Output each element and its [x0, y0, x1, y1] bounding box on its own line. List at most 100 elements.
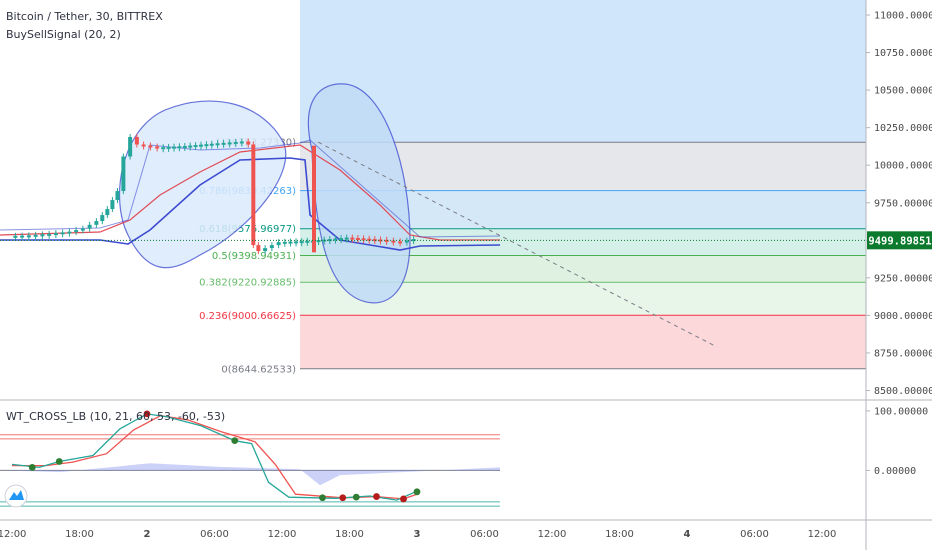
- price-tick-label: 10750.00000: [874, 48, 932, 59]
- candle-body: [172, 146, 176, 149]
- candle-body: [333, 238, 338, 241]
- candle-body: [177, 146, 182, 149]
- wt2-line: [12, 415, 418, 500]
- candles-group: [13, 133, 416, 255]
- candle-body: [26, 235, 31, 238]
- candle-body: [256, 245, 261, 252]
- cross-dot: [28, 464, 36, 471]
- osc-tick-label: 100.00000: [874, 406, 928, 417]
- candle-body: [121, 156, 126, 192]
- cross-dot: [413, 488, 421, 496]
- candle-body: [166, 146, 171, 149]
- candle-body: [193, 145, 198, 148]
- candle-body: [141, 144, 146, 147]
- fib-label-3: 0.5(9398.94931): [212, 251, 296, 262]
- candle-body: [110, 200, 115, 210]
- time-tick-label: 12:00: [538, 529, 567, 540]
- price-tick-label: 8500.00000: [874, 386, 932, 397]
- candle-body: [251, 144, 256, 246]
- price-tick-label: 10000.00000: [874, 161, 932, 172]
- fib-label-5: 0.236(9000.66625): [199, 311, 296, 322]
- candle-body: [20, 235, 25, 238]
- candle-body: [339, 238, 344, 241]
- candle-body: [398, 241, 403, 244]
- indicator-legend: BuySellSignal (20, 2): [6, 28, 121, 41]
- candle-body: [53, 233, 58, 236]
- price-tick-label: 9750.00000: [874, 198, 932, 209]
- candle-body: [94, 221, 99, 225]
- candle-body: [299, 241, 304, 244]
- time-tick-label: 12:00: [268, 529, 297, 540]
- logo-mark: [9, 490, 24, 500]
- candle-body: [40, 234, 45, 237]
- candle-body: [288, 241, 293, 244]
- fib-zone-5: [300, 315, 866, 369]
- time-tick-label: 18:00: [65, 529, 94, 540]
- candle-body: [294, 241, 299, 244]
- candle-body: [161, 147, 166, 150]
- candle-body: [128, 136, 133, 157]
- cross-dot: [231, 437, 239, 445]
- moving-average-line: [0, 144, 500, 241]
- time-tick-label: 12:00: [808, 529, 837, 540]
- fib-upper-zone: [300, 0, 866, 143]
- candle-body: [233, 141, 238, 144]
- candle-body: [204, 144, 209, 147]
- candle-body: [378, 239, 383, 242]
- candle-body: [199, 144, 203, 147]
- candle-body: [60, 232, 65, 235]
- time-tick-label: 06:00: [200, 529, 229, 540]
- candle-body: [361, 238, 366, 241]
- candle-body: [227, 142, 232, 145]
- candle-body: [148, 145, 153, 148]
- cross-dot: [339, 494, 347, 502]
- upper-band-line: [0, 139, 501, 238]
- candle-body: [209, 143, 214, 146]
- drop-candle: [312, 145, 316, 253]
- candle-body: [350, 237, 355, 240]
- price-axis-bg: [866, 0, 932, 550]
- candle-body: [246, 141, 251, 145]
- candle-body: [87, 224, 92, 229]
- candle-body: [384, 239, 389, 242]
- candle-body: [372, 239, 377, 242]
- candle-body: [182, 145, 187, 148]
- price-tick-label: 10500.00000: [874, 86, 932, 97]
- price-tick-label: 9000.00000: [874, 311, 932, 322]
- cross-dot: [373, 493, 380, 500]
- candle-body: [239, 141, 244, 144]
- price-tick-label: 11000.00000: [874, 11, 932, 22]
- price-tick-label: 9250.00000: [874, 273, 932, 284]
- osc-tick-label: 0.00000: [874, 466, 916, 477]
- wt1-line: [11, 413, 418, 501]
- cross-dot: [400, 495, 407, 503]
- oscillator-legend: WT_CROSS_LB (10, 21, 60, 53, -60, -53): [6, 410, 226, 423]
- candle-body: [105, 209, 110, 216]
- time-tick-label: 4: [684, 529, 691, 540]
- candle-body: [367, 238, 372, 241]
- candle-body: [344, 237, 349, 240]
- time-tick-label: 3: [414, 529, 421, 540]
- trend-line: [318, 141, 715, 346]
- time-tick-label: 12:00: [0, 529, 26, 540]
- candle-body: [215, 143, 220, 146]
- time-tick-label: 18:00: [605, 529, 634, 540]
- time-tick-label: 18:00: [335, 529, 364, 540]
- cross-dot: [319, 494, 326, 502]
- candle-body: [276, 242, 281, 246]
- logo-icon: [4, 484, 28, 508]
- chart-title: Bitcoin / Tether, 30, BITTREX: [6, 10, 163, 23]
- candle-body: [355, 237, 360, 240]
- candle-body: [282, 241, 287, 244]
- price-tick-label: 8750.00000: [874, 348, 932, 359]
- candle-body: [80, 228, 85, 231]
- time-tick-label: 06:00: [470, 529, 499, 540]
- candle-body: [221, 142, 226, 145]
- osc-histogram-area: [0, 463, 500, 486]
- candle-body: [134, 136, 139, 145]
- fib-label-2: 0.618(9576.96977): [199, 224, 296, 235]
- cross-dot: [352, 493, 360, 501]
- fib-label-4: 0.382(9220.92885): [199, 278, 296, 289]
